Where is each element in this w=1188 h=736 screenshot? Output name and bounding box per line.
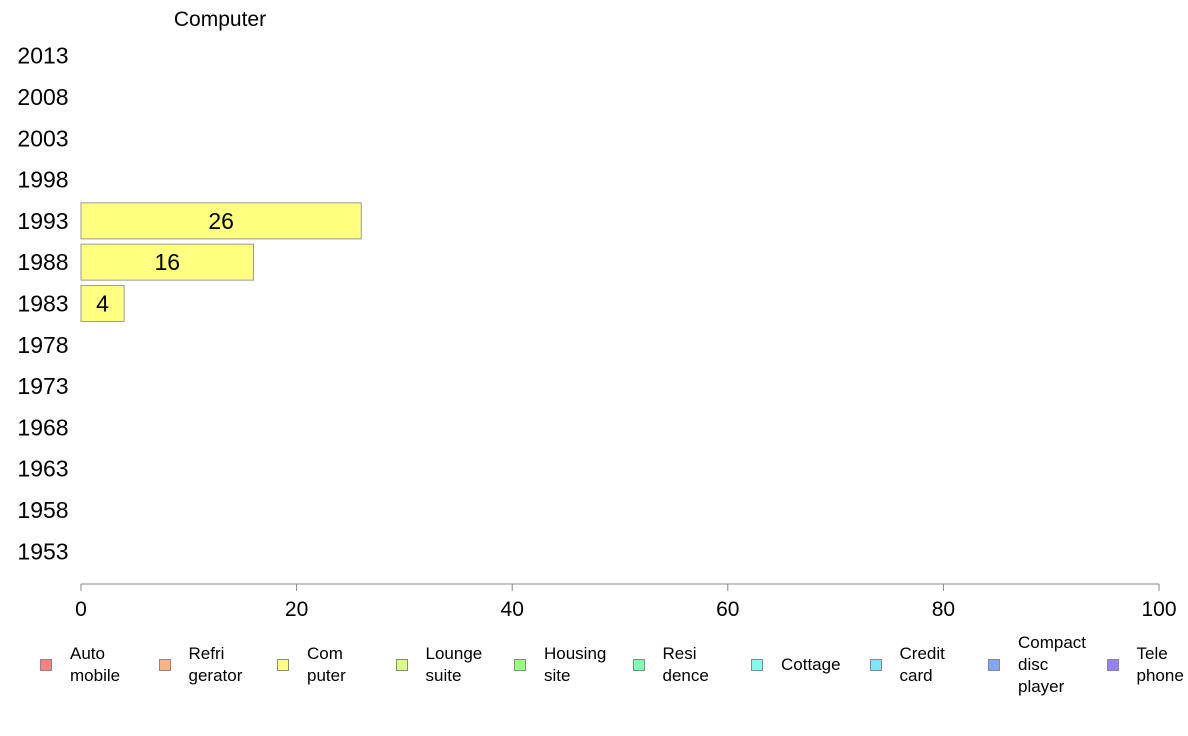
y-tick-label: 2013 — [17, 43, 68, 69]
bar — [80, 284, 125, 322]
legend-swatch — [751, 659, 763, 671]
legend-item: Com puter — [277, 630, 385, 700]
y-tick-label: 2003 — [17, 125, 68, 151]
y-tick-label: 1973 — [17, 373, 68, 399]
y-tick-label: 1998 — [17, 167, 68, 193]
x-tick-label: 0 — [75, 598, 87, 621]
chart-title: Computer — [174, 8, 266, 31]
legend-label: Credit card — [899, 644, 945, 685]
legend: Auto mobile Refri gerator Com puter Lounge … — [0, 630, 1188, 710]
bar-data-label: 4 — [96, 290, 109, 316]
legend-item: Credit card — [869, 630, 978, 700]
bar — [80, 202, 362, 240]
legend-swatch — [40, 659, 52, 671]
x-tick-label: 80 — [932, 598, 955, 621]
legend-swatch — [395, 659, 408, 671]
bar-data-label: 16 — [154, 249, 180, 275]
legend-label: Compact disc player — [1018, 633, 1087, 696]
legend-label: Auto mobile — [70, 644, 121, 685]
y-tick-label: 1983 — [17, 290, 68, 316]
legend-item: Compact disc player — [988, 630, 1096, 700]
legend-item: Housing site — [514, 630, 622, 700]
legend-item: Auto mobile — [40, 630, 148, 700]
legend-swatch — [1106, 659, 1119, 671]
x-tick-label: 60 — [716, 598, 739, 621]
y-tick-label: 2008 — [17, 84, 68, 110]
legend-item: Lounge suite — [395, 630, 504, 700]
x-tick-label: 20 — [285, 598, 308, 621]
y-tick-label: 1993 — [17, 208, 68, 234]
legend-swatch — [514, 659, 526, 671]
y-tick-label: 1978 — [17, 332, 68, 358]
legend-label: Lounge suite — [425, 644, 483, 685]
legend-item: Resi dence — [632, 630, 741, 700]
bar — [80, 243, 254, 281]
legend-swatch — [869, 659, 882, 671]
legend-label: Refri gerator — [188, 644, 243, 685]
legend-label: Tele phone — [1136, 644, 1184, 685]
legend-label: Resi dence — [662, 644, 709, 685]
y-tick-label: 1968 — [17, 414, 68, 440]
legend-swatch — [632, 659, 645, 671]
y-tick-label: 1963 — [17, 456, 68, 482]
legend-item: Tele phone — [1106, 630, 1188, 700]
x-tick-label: 100 — [1141, 598, 1176, 621]
bar-data-label: 26 — [208, 208, 234, 234]
legend-item: Refri gerator — [158, 630, 267, 700]
legend-swatch — [277, 659, 289, 671]
y-tick-label: 1953 — [17, 538, 68, 564]
legend-label: Cottage — [781, 655, 841, 674]
legend-item: Cottage — [751, 630, 859, 700]
y-tick-label: 1988 — [17, 249, 68, 275]
legend-swatch — [988, 659, 1000, 671]
y-tick-label: 1958 — [17, 497, 68, 523]
x-tick-label: 40 — [501, 598, 524, 621]
legend-label: Com puter — [307, 644, 346, 685]
legend-swatch — [158, 659, 171, 671]
legend-label: Housing site — [544, 644, 607, 685]
